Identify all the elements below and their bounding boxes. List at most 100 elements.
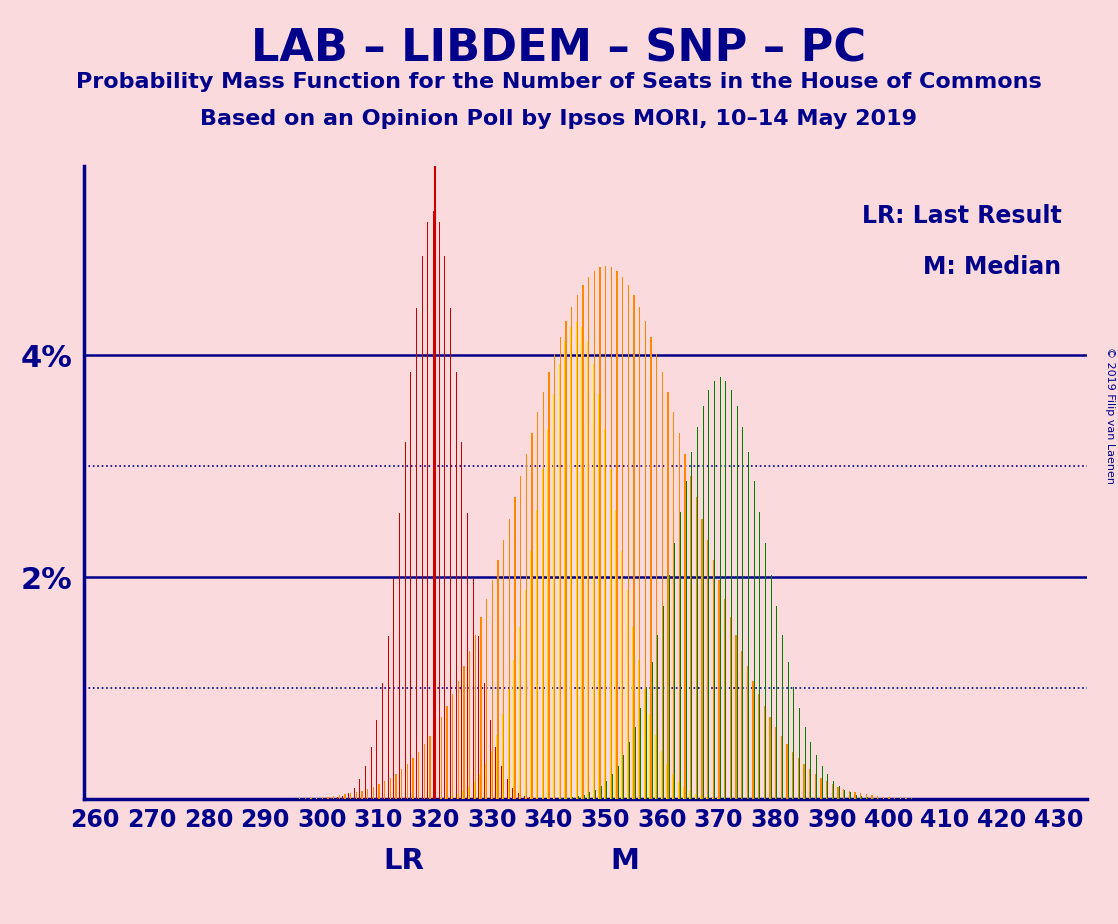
Bar	[548, 430, 549, 799]
Bar	[700, 796, 701, 799]
Bar	[809, 770, 811, 799]
Bar	[316, 797, 318, 799]
Bar	[780, 736, 781, 799]
Bar	[623, 755, 624, 799]
Bar	[427, 223, 428, 799]
Bar	[481, 617, 482, 799]
Bar	[683, 787, 684, 799]
Bar	[565, 341, 566, 799]
Bar	[730, 617, 731, 799]
Bar	[889, 797, 890, 799]
Bar	[599, 267, 600, 799]
Text: © 2019 Filip van Laenen: © 2019 Filip van Laenen	[1106, 347, 1115, 484]
Bar	[691, 452, 692, 799]
Bar	[641, 708, 642, 799]
Bar	[359, 779, 360, 799]
Bar	[805, 726, 806, 799]
Bar	[793, 687, 795, 799]
Bar	[456, 794, 457, 799]
Bar	[401, 770, 402, 799]
Bar	[519, 627, 520, 799]
Bar	[530, 551, 531, 799]
Bar	[680, 512, 681, 799]
Bar	[764, 706, 765, 799]
Bar	[514, 497, 515, 799]
Bar	[615, 510, 616, 799]
Bar	[367, 789, 368, 799]
Bar	[747, 666, 748, 799]
Bar	[776, 606, 777, 799]
Bar	[344, 795, 345, 799]
Bar	[708, 390, 709, 799]
Bar	[701, 519, 702, 799]
Bar	[617, 766, 618, 799]
Bar	[872, 797, 873, 799]
Bar	[498, 560, 499, 799]
Bar	[322, 797, 323, 799]
Bar	[815, 773, 816, 799]
Bar	[549, 372, 550, 799]
Bar	[444, 256, 445, 799]
Bar	[629, 742, 631, 799]
Bar	[439, 798, 440, 799]
Bar	[424, 745, 425, 799]
Bar	[333, 796, 334, 799]
Bar	[741, 651, 742, 799]
Bar	[433, 211, 434, 799]
Text: Based on an Opinion Poll by Ipsos MORI, 10–14 May 2019: Based on an Opinion Poll by Ipsos MORI, …	[200, 109, 918, 129]
Bar	[407, 764, 408, 799]
Bar	[804, 764, 805, 799]
Bar	[410, 371, 411, 799]
Bar	[849, 791, 850, 799]
Bar	[689, 791, 690, 799]
Bar	[759, 512, 760, 799]
Bar	[606, 781, 607, 799]
Bar	[353, 787, 354, 799]
Bar	[633, 627, 634, 799]
Bar	[370, 747, 371, 799]
Bar	[674, 543, 675, 799]
Bar	[429, 736, 430, 799]
Bar	[589, 793, 590, 799]
Bar	[765, 543, 766, 799]
Bar	[669, 575, 670, 799]
Bar	[651, 337, 652, 799]
Bar	[576, 322, 577, 799]
Bar	[570, 326, 571, 799]
Bar	[705, 797, 707, 799]
Bar	[634, 295, 635, 799]
Bar	[531, 433, 532, 799]
Bar	[900, 798, 901, 799]
Bar	[662, 372, 663, 799]
Bar	[781, 636, 783, 799]
Bar	[655, 735, 656, 799]
Bar	[622, 277, 623, 799]
Bar	[861, 796, 862, 799]
Bar	[667, 392, 669, 799]
Bar	[582, 285, 584, 799]
Bar	[385, 781, 386, 799]
Bar	[837, 786, 838, 799]
Bar	[512, 787, 513, 799]
Bar	[714, 381, 716, 799]
Bar	[559, 364, 560, 799]
Bar	[605, 266, 606, 799]
Text: M: M	[610, 847, 639, 875]
Bar	[638, 661, 639, 799]
Bar	[525, 455, 527, 799]
Bar	[372, 786, 373, 799]
Bar	[421, 256, 423, 799]
Bar	[821, 778, 822, 799]
Bar	[560, 337, 561, 799]
Bar	[503, 540, 504, 799]
Bar	[524, 590, 525, 799]
Bar	[480, 774, 481, 799]
Bar	[854, 792, 855, 799]
Bar	[752, 681, 754, 799]
Bar	[337, 797, 338, 799]
Bar	[394, 578, 395, 799]
Bar	[827, 774, 828, 799]
Bar	[663, 606, 664, 799]
Bar	[537, 412, 538, 799]
Bar	[657, 636, 659, 799]
